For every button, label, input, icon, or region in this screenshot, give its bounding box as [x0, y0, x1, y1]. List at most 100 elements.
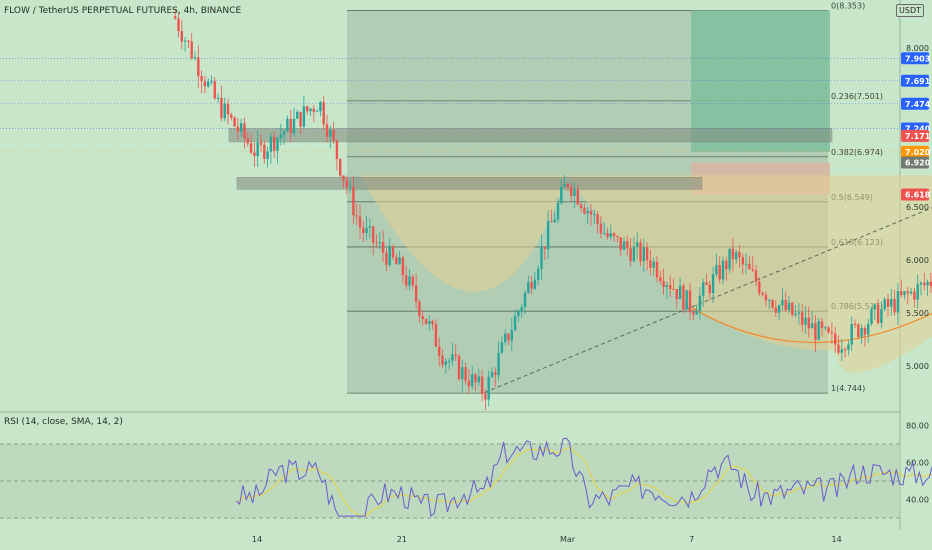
candle-body: [457, 356, 461, 380]
candle-body: [203, 81, 207, 87]
candle-body: [276, 137, 279, 151]
candle-body: [900, 291, 903, 296]
candle-body: [494, 372, 497, 376]
candle-body: [447, 360, 451, 362]
y-tick-label: 8.000: [906, 44, 929, 53]
candle-body: [543, 246, 546, 250]
candle-body: [586, 210, 589, 214]
candle-body: [890, 298, 893, 307]
candle-body: [840, 349, 843, 353]
price-label-box: [901, 145, 929, 158]
candle-body: [339, 158, 342, 176]
candle-body: [550, 221, 553, 223]
rsi-tick-label: 40.00: [906, 496, 929, 505]
fib-level-label: 0(8.353): [831, 2, 865, 11]
candle-body: [454, 354, 457, 357]
candle-body: [315, 111, 319, 113]
y-tick-label: 5.000: [906, 362, 929, 371]
candle-body: [632, 246, 636, 262]
candle-body: [546, 221, 550, 250]
candle-body: [249, 143, 253, 153]
candle-body: [352, 186, 355, 216]
candle-body: [685, 290, 688, 310]
candle-body: [810, 323, 814, 329]
candle-body: [669, 285, 672, 289]
candle-body: [289, 118, 292, 134]
candle-body: [619, 237, 622, 250]
candle-body: [368, 226, 372, 228]
fib-level-label: 0.382(6.974): [831, 148, 883, 157]
candle-body: [659, 277, 662, 282]
candle-body: [325, 124, 329, 137]
rsi-ma-line: [236, 446, 932, 517]
candle-body: [464, 367, 467, 381]
candle-body: [777, 305, 781, 313]
candle-body: [579, 204, 583, 208]
candle-body: [820, 321, 824, 329]
candle-body: [748, 263, 751, 270]
trendline: [484, 207, 932, 393]
candle-body: [817, 321, 820, 340]
candle-body: [923, 282, 926, 286]
candle-body: [603, 233, 606, 235]
candle-body: [471, 374, 474, 387]
currency-button[interactable]: USDT: [896, 4, 924, 17]
candle-body: [279, 134, 282, 138]
candle-body: [520, 306, 523, 312]
candle-body: [398, 257, 401, 265]
candle-body: [853, 323, 857, 325]
candle-body: [876, 304, 880, 324]
candle-body: [348, 186, 352, 188]
candle-body: [612, 233, 616, 237]
candle-body: [306, 106, 309, 112]
y-tick-label: 6.500: [906, 203, 929, 212]
candle-body: [226, 103, 230, 115]
candle-body: [626, 241, 629, 249]
candle-body: [850, 323, 853, 345]
candle-body: [487, 377, 490, 400]
rsi-tick-label: 60.00: [906, 459, 929, 468]
price-label-text: 7.691: [905, 77, 931, 86]
candle-body: [355, 215, 358, 217]
candle-body: [606, 233, 609, 237]
x-tick-label: 21: [397, 535, 407, 544]
candle-body: [916, 284, 919, 300]
candle-body: [174, 16, 177, 19]
candle-body: [484, 394, 487, 400]
candle-body: [553, 219, 556, 223]
candle-body: [735, 252, 738, 260]
candle-body: [253, 152, 256, 157]
x-tick-label: 14: [832, 535, 842, 544]
candle-body: [302, 106, 306, 127]
candle-body: [629, 248, 632, 262]
candle-body: [636, 242, 639, 247]
candle-body: [652, 261, 655, 268]
candle-body: [411, 276, 414, 286]
candle-body: [886, 299, 890, 307]
candle-body: [655, 261, 659, 278]
candle-body: [688, 290, 692, 313]
candle-body: [381, 242, 385, 253]
candle-body: [566, 184, 570, 188]
candle-body: [210, 81, 213, 83]
candle-body: [797, 312, 801, 314]
candle-body: [616, 236, 619, 238]
candle-body: [216, 97, 220, 99]
candle-body: [903, 291, 906, 296]
candle-body: [441, 355, 444, 365]
y-tick-label: 5.500: [906, 309, 929, 318]
candle-body: [830, 332, 834, 334]
candle-body: [408, 276, 411, 286]
candle-body: [385, 252, 388, 266]
candle-body: [880, 309, 883, 324]
candle-body: [220, 97, 223, 119]
candle-body: [246, 138, 249, 144]
candle-body: [692, 312, 695, 315]
candle-body: [764, 294, 768, 301]
candle-body: [190, 41, 193, 59]
candle-body: [230, 114, 233, 118]
candle-body: [372, 226, 375, 243]
candle-body: [405, 275, 408, 286]
